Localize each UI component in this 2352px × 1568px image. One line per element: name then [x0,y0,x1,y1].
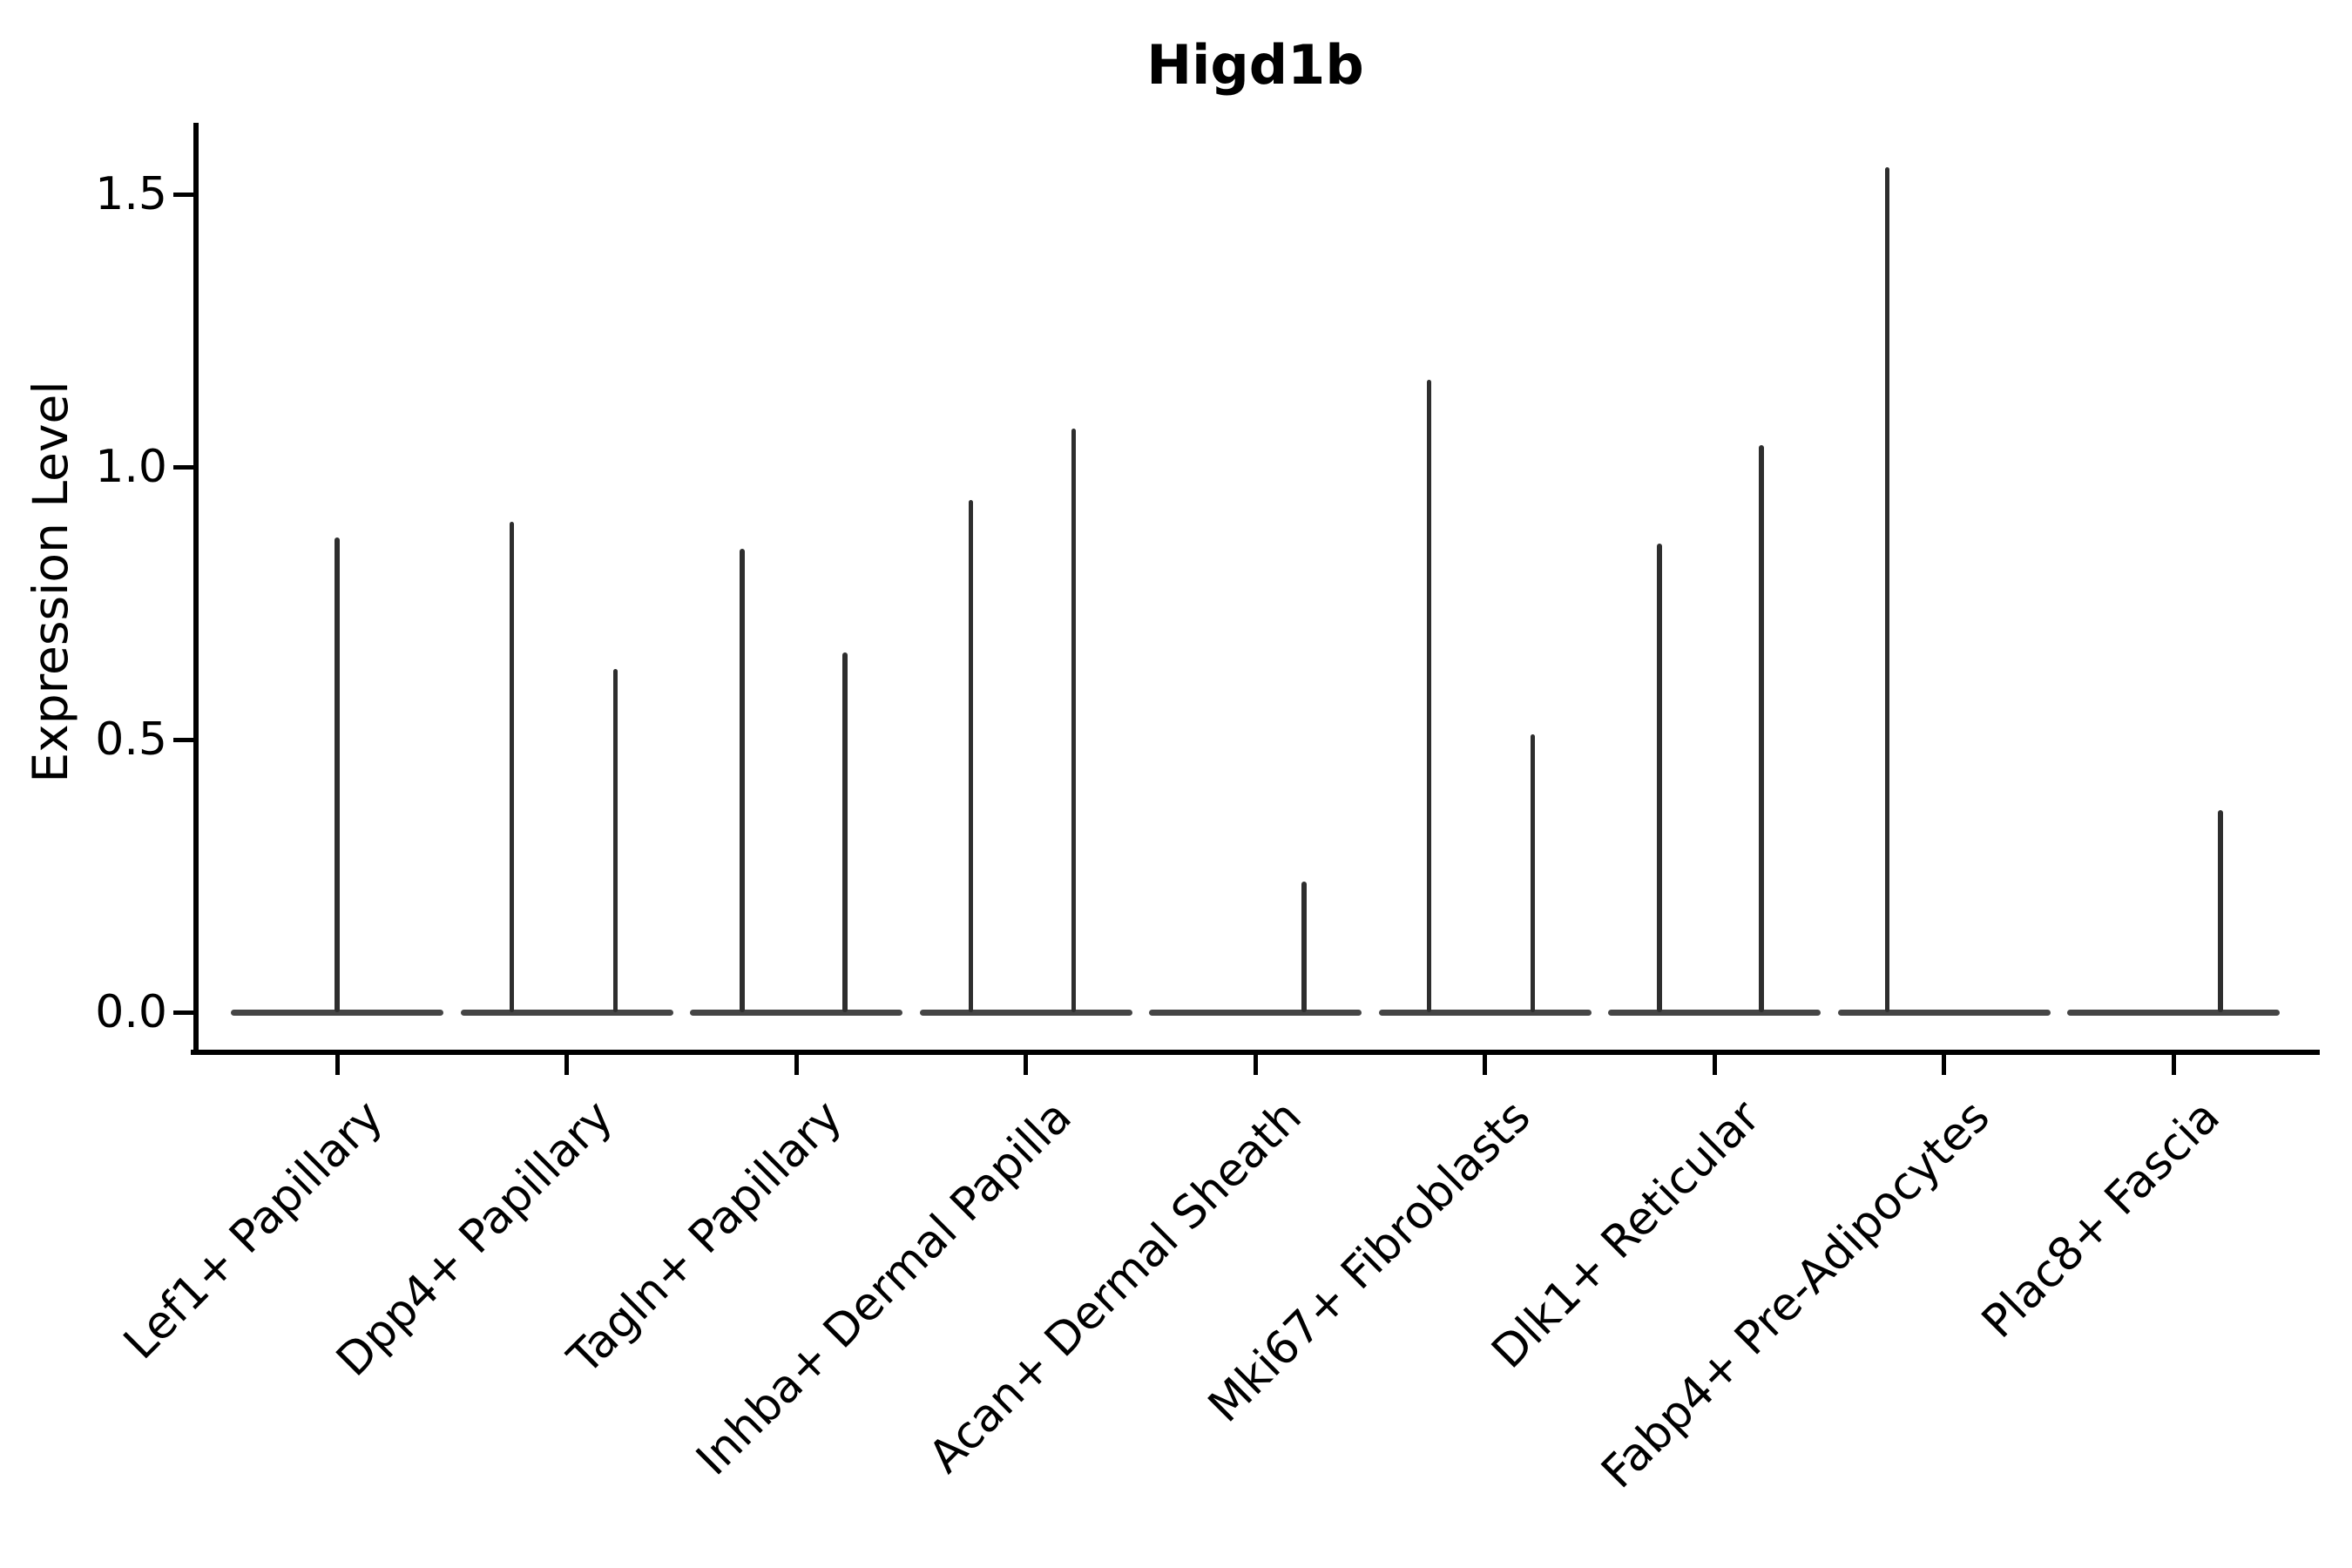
violin-base [1837,1009,2051,1016]
violin-base [2067,1009,2280,1016]
x-tick-label: Plac8+ Fascia [1971,1091,2230,1348]
x-tick-label: Inhba+ Dermal Papilla [686,1091,1082,1486]
violin-spike [842,652,848,1012]
x-axis-spine [191,1050,2320,1055]
violin-spike [1657,543,1662,1012]
x-tick-mark [2171,1055,2176,1075]
violin-spike [2218,810,2223,1012]
x-tick-mark [794,1055,799,1075]
x-tick-mark [1942,1055,1946,1075]
x-tick-label: Acan+ Dermal Sheath [918,1091,1312,1484]
violin-spike [612,668,618,1012]
violin-base [1608,1009,1821,1016]
violin-spike [968,499,974,1012]
y-tick-label: 1.5 [95,168,167,220]
x-tick-mark [1253,1055,1258,1075]
violin-spike [1071,429,1077,1012]
violin-spike [1301,881,1307,1012]
violin-base [231,1009,443,1016]
x-tick-mark [335,1055,340,1075]
y-tick-label: 0.0 [95,986,167,1038]
violin-base [460,1009,673,1016]
violin-spike [1759,444,1764,1012]
violin-spike [1530,733,1536,1012]
x-tick-label: Fabp4+ Pre-Adipocytes [1592,1091,2000,1499]
y-tick-mark [173,464,193,470]
x-tick-mark [1483,1055,1487,1075]
violin-base [1378,1009,1592,1016]
violin-base [690,1009,902,1016]
violin-spike [335,537,340,1012]
violin-spike [1426,379,1432,1012]
chart-title: Higd1b [1146,33,1364,97]
y-tick-label: 0.5 [95,713,167,766]
x-tick-mark [1712,1055,1717,1075]
violin-spike [1884,166,1890,1012]
violin-base [919,1009,1132,1016]
y-axis-spine [193,123,199,1055]
y-axis-label: Expression Level [23,381,78,783]
y-tick-label: 1.0 [95,441,167,493]
violin-spike [509,521,515,1012]
y-tick-mark [173,737,193,742]
y-tick-mark [173,192,193,197]
violin-spike [740,548,745,1012]
x-tick-mark [564,1055,569,1075]
violin-base [1149,1009,1362,1016]
x-tick-mark [1024,1055,1028,1075]
y-tick-mark [173,1010,193,1015]
